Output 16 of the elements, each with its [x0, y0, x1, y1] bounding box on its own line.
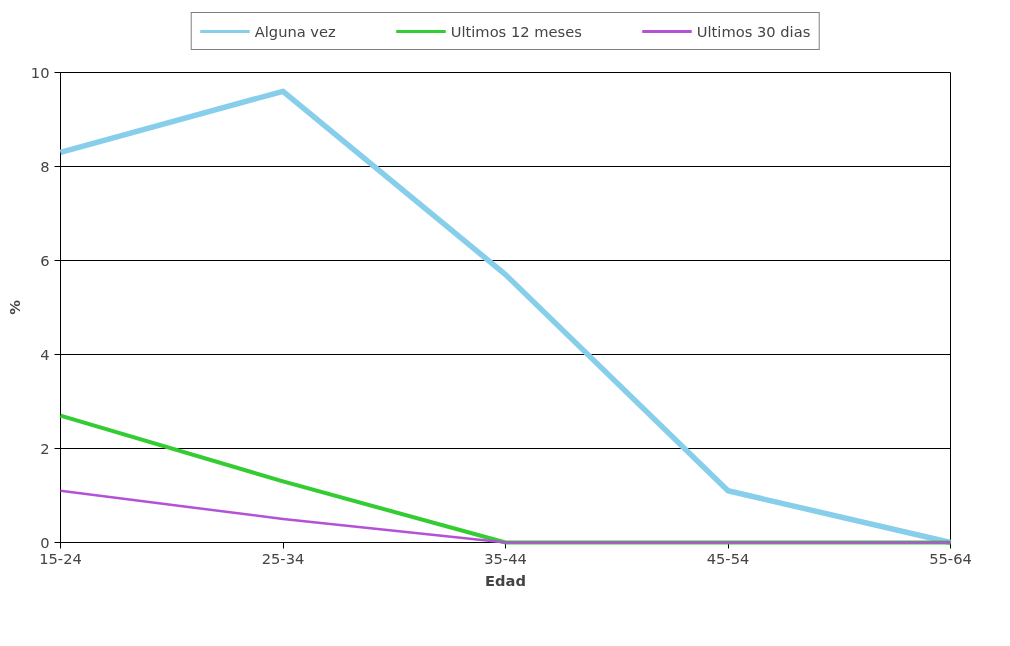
x-tick-label: 25-34: [261, 549, 305, 567]
legend-label: Ultimos 30 dias: [696, 22, 811, 40]
y-tick-label: 0: [40, 533, 50, 551]
y-tick-label: 10: [30, 63, 50, 81]
legend-label: Alguna vez: [254, 22, 336, 40]
y-tick-label: 2: [40, 439, 50, 457]
x-tick-label: 45-54: [706, 549, 750, 567]
legend-label: Ultimos 12 meses: [450, 22, 582, 40]
x-axis-title: Edad: [485, 571, 526, 589]
y-tick-label: 8: [40, 157, 50, 175]
y-axis-title: %: [5, 299, 23, 315]
y-tick-label: 6: [40, 251, 50, 269]
x-tick-label: 15-24: [39, 549, 82, 567]
x-tick-label: 35-44: [484, 549, 527, 567]
y-tick-label: 4: [40, 345, 50, 363]
x-tick-label: 55-64: [929, 549, 972, 567]
